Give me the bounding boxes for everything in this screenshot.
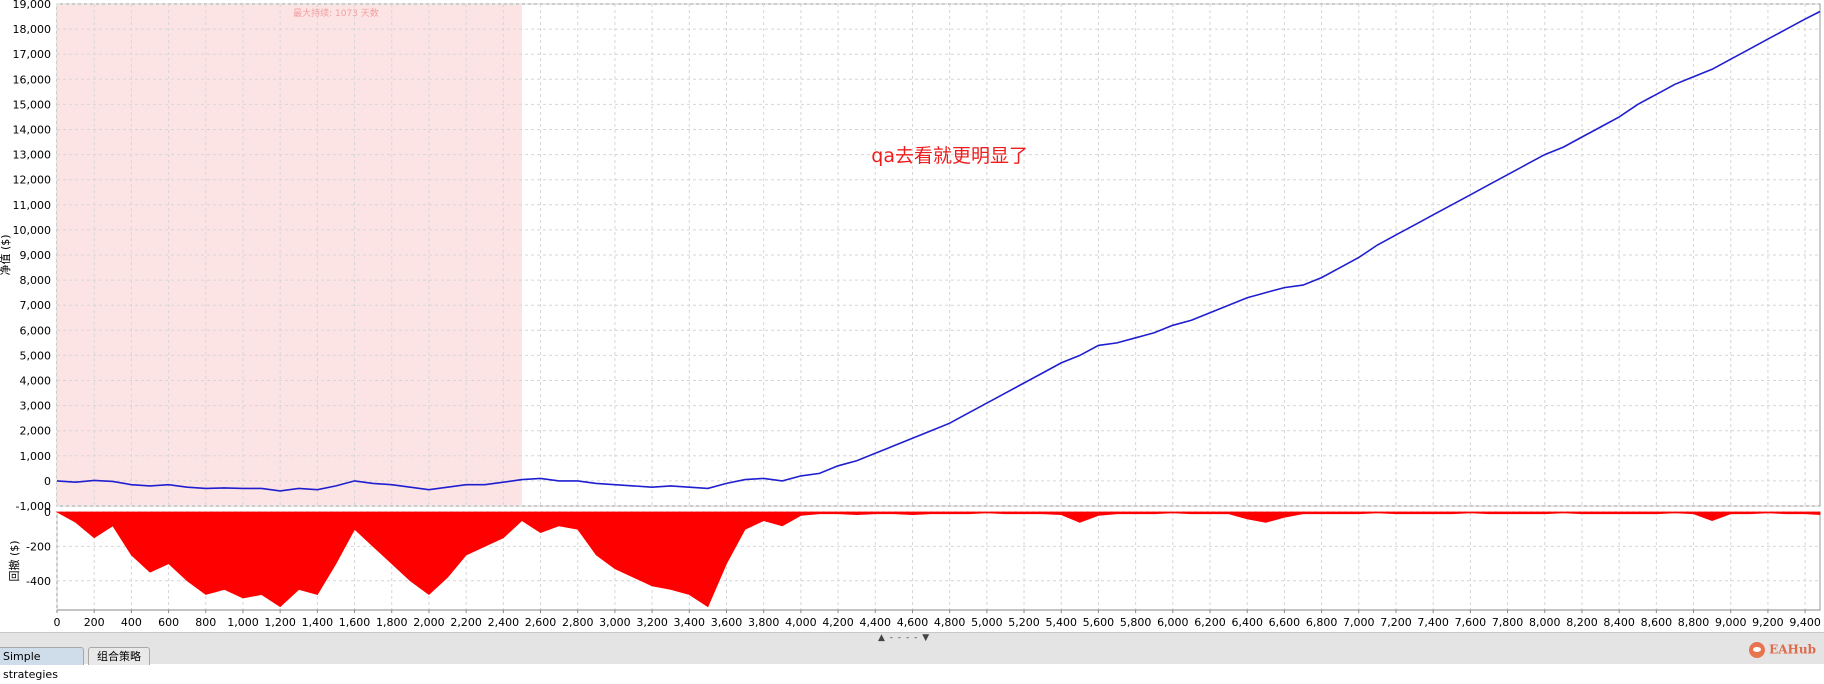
y-tick-label: -200 xyxy=(26,540,51,553)
x-tick-label: 3,800 xyxy=(748,616,780,629)
y-tick-label: 0 xyxy=(44,475,51,488)
y-tick-label: 11,000 xyxy=(13,199,52,212)
y-tick-label: 4,000 xyxy=(20,375,52,388)
weibo-icon xyxy=(1749,642,1766,658)
x-tick-label: 2,600 xyxy=(525,616,557,629)
x-tick-label: 4,400 xyxy=(860,616,892,629)
x-tick-label: 5,600 xyxy=(1083,616,1115,629)
x-tick-label: 7,400 xyxy=(1417,616,1449,629)
y-tick-label: 5,000 xyxy=(20,349,52,362)
y-tick-label: -1,000 xyxy=(16,500,51,513)
x-tick-label: 5,200 xyxy=(1008,616,1040,629)
x-tick-label: 600 xyxy=(158,616,179,629)
x-axis: 0 200 400 600 800 1,000 1,200 1,400 1,600 1,800 2,… xyxy=(54,609,1821,629)
eahub-logo: EAHub xyxy=(1749,642,1816,658)
y-tick-label: 15,000 xyxy=(13,98,52,111)
x-tick-label: 4,600 xyxy=(897,616,929,629)
y-tick-label: 16,000 xyxy=(13,73,52,86)
x-tick-label: 7,600 xyxy=(1455,616,1487,629)
x-tick-label: 1,000 xyxy=(227,616,259,629)
x-tick-label: 4,800 xyxy=(934,616,966,629)
x-tick-label: 8,200 xyxy=(1566,616,1598,629)
y-tick-label: 13,000 xyxy=(13,149,52,162)
x-tick-label: 2,000 xyxy=(413,616,445,629)
x-tick-label: 8,400 xyxy=(1603,616,1635,629)
x-tick-label: 2,800 xyxy=(562,616,594,629)
x-tick-label: 2,400 xyxy=(488,616,520,629)
x-tick-label: 3,200 xyxy=(636,616,668,629)
x-tick-label: 5,800 xyxy=(1120,616,1152,629)
x-tick-label: 7,000 xyxy=(1343,616,1375,629)
y-tick-label: 1,000 xyxy=(20,450,52,463)
y-tick-label: 9,000 xyxy=(20,249,52,262)
drawdown-area xyxy=(55,511,1821,608)
x-tick-label: 9,400 xyxy=(1789,616,1821,629)
x-tick-label: 400 xyxy=(121,616,142,629)
x-tick-label: 8,000 xyxy=(1529,616,1561,629)
x-tick-label: 200 xyxy=(84,616,105,629)
bottom-tab-bar: Simple strategies 组合策略 ▲ - - - - ▼ EAHub xyxy=(0,632,1824,681)
y-tick-label: 17,000 xyxy=(13,48,52,61)
tab-simple-strategies[interactable]: Simple strategies xyxy=(0,647,84,681)
max-drawdown-duration-band xyxy=(57,5,522,505)
comment-annotation: qa去看就更明显了 xyxy=(871,145,1028,167)
y-tick-label: 0 xyxy=(44,506,51,519)
y-tick-label: 7,000 xyxy=(20,299,52,312)
x-tick-label: 6,400 xyxy=(1231,616,1263,629)
y-tick-label: 8,000 xyxy=(20,274,52,287)
x-tick-label: 800 xyxy=(195,616,216,629)
panel-splitter-handle[interactable]: ▲ - - - - ▼ xyxy=(878,633,931,643)
x-tick-label: 3,600 xyxy=(711,616,743,629)
y-tick-label: 10,000 xyxy=(13,224,52,237)
x-tick-label: 8,600 xyxy=(1641,616,1673,629)
y-tick-label: 19,000 xyxy=(13,0,52,11)
x-tick-label: 1,800 xyxy=(376,616,408,629)
y-tick-label: 12,000 xyxy=(13,174,52,187)
tab-portfolio-strategies[interactable]: 组合策略 xyxy=(88,647,150,665)
x-tick-label: 5,400 xyxy=(1045,616,1077,629)
x-tick-label: 2,200 xyxy=(450,616,482,629)
x-tick-label: 7,800 xyxy=(1492,616,1524,629)
x-tick-label: 7,200 xyxy=(1380,616,1412,629)
logo-text: EAHub xyxy=(1769,642,1816,657)
y-axis-label: 净值 ($) xyxy=(0,234,12,275)
y-axis-label: 回撤 ($) xyxy=(7,540,21,581)
x-tick-label: 6,000 xyxy=(1157,616,1189,629)
x-tick-label: 8,800 xyxy=(1678,616,1710,629)
y-tick-label: 14,000 xyxy=(13,124,52,137)
x-tick-label: 9,200 xyxy=(1752,616,1784,629)
max-duration-annotation: 最大持续: 1073 天数 xyxy=(293,7,379,19)
x-tick-label: 1,200 xyxy=(264,616,296,629)
y-tick-label: 3,000 xyxy=(20,400,52,413)
equity-drawdown-chart: -1,00001,0002,0003,0004,0005,0006,0007,0… xyxy=(0,0,1821,629)
y-tick-label: 6,000 xyxy=(20,324,52,337)
x-tick-label: 6,600 xyxy=(1269,616,1301,629)
x-tick-label: 4,000 xyxy=(785,616,817,629)
y-tick-label: 18,000 xyxy=(13,23,52,36)
equity-panel: -1,000 0 1,000 2,000 3,000 4,000 5,000 6,000 7,0… xyxy=(0,0,1821,513)
x-tick-label: 4,200 xyxy=(822,616,854,629)
x-tick-label: 1,600 xyxy=(339,616,371,629)
x-tick-label: 9,000 xyxy=(1715,616,1747,629)
x-tick-label: 6,800 xyxy=(1306,616,1338,629)
x-tick-label: 3,400 xyxy=(674,616,706,629)
equity-line xyxy=(56,10,1821,492)
x-tick-label: 0 xyxy=(54,616,61,629)
drawdown-panel: -400 -200 0 回撤 ($) xyxy=(7,506,1821,611)
y-tick-label: 2,000 xyxy=(20,425,52,438)
x-tick-label: 1,400 xyxy=(302,616,334,629)
x-tick-label: 6,200 xyxy=(1194,616,1226,629)
y-tick-label: -400 xyxy=(26,575,51,588)
x-tick-label: 5,000 xyxy=(971,616,1003,629)
x-tick-label: 3,000 xyxy=(599,616,631,629)
